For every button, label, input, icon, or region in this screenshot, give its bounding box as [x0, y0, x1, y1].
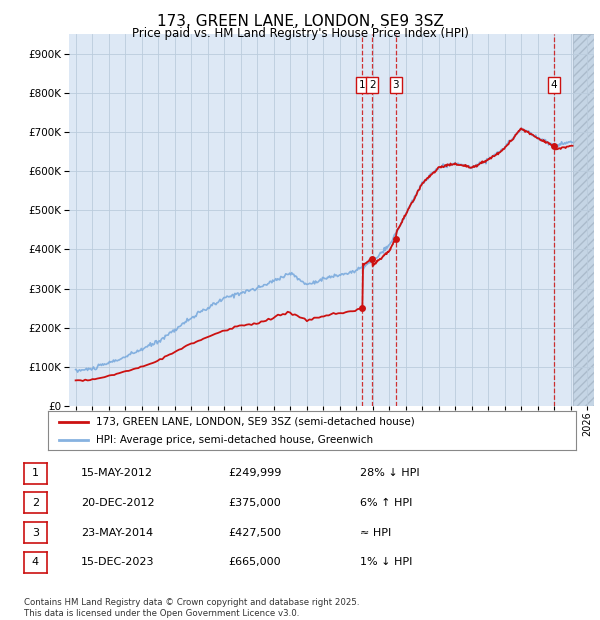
Text: £427,500: £427,500: [228, 528, 281, 538]
Text: 173, GREEN LANE, LONDON, SE9 3SZ: 173, GREEN LANE, LONDON, SE9 3SZ: [157, 14, 443, 29]
Text: £249,999: £249,999: [228, 468, 281, 478]
Text: 15-DEC-2023: 15-DEC-2023: [81, 557, 155, 567]
Text: 1% ↓ HPI: 1% ↓ HPI: [360, 557, 412, 567]
Text: 3: 3: [32, 528, 39, 538]
Text: 173, GREEN LANE, LONDON, SE9 3SZ (semi-detached house): 173, GREEN LANE, LONDON, SE9 3SZ (semi-d…: [95, 417, 414, 427]
Text: ≈ HPI: ≈ HPI: [360, 528, 391, 538]
Text: 4: 4: [550, 80, 557, 90]
Text: 4: 4: [32, 557, 39, 567]
Text: 3: 3: [392, 80, 399, 90]
Text: 1: 1: [32, 468, 39, 478]
Text: 20-DEC-2012: 20-DEC-2012: [81, 498, 155, 508]
Bar: [572, 34, 594, 406]
Text: 1: 1: [359, 80, 365, 90]
Text: 28% ↓ HPI: 28% ↓ HPI: [360, 468, 419, 478]
Text: HPI: Average price, semi-detached house, Greenwich: HPI: Average price, semi-detached house,…: [95, 435, 373, 445]
Text: Price paid vs. HM Land Registry's House Price Index (HPI): Price paid vs. HM Land Registry's House …: [131, 27, 469, 40]
Text: £665,000: £665,000: [228, 557, 281, 567]
Bar: [572, 34, 594, 406]
Text: 23-MAY-2014: 23-MAY-2014: [81, 528, 153, 538]
Text: 2: 2: [369, 80, 376, 90]
Text: 2: 2: [32, 498, 39, 508]
Text: 6% ↑ HPI: 6% ↑ HPI: [360, 498, 412, 508]
Text: Contains HM Land Registry data © Crown copyright and database right 2025.
This d: Contains HM Land Registry data © Crown c…: [24, 598, 359, 618]
Text: 15-MAY-2012: 15-MAY-2012: [81, 468, 153, 478]
Text: £375,000: £375,000: [228, 498, 281, 508]
